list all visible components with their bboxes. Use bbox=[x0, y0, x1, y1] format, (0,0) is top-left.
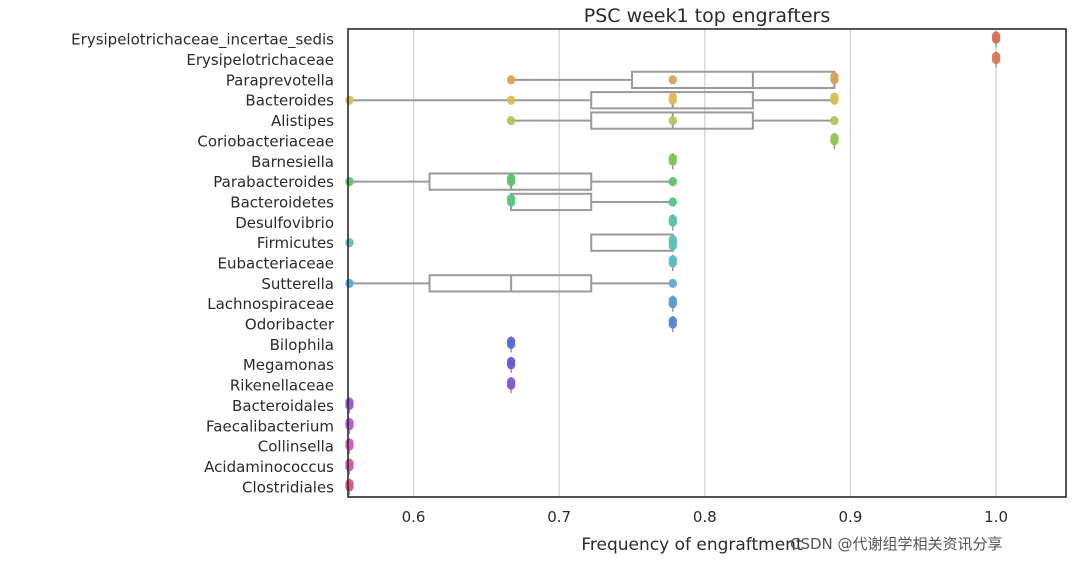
x-tick-label: 0.6 bbox=[402, 508, 426, 526]
data-point bbox=[668, 153, 677, 163]
x-tick-label: 0.9 bbox=[839, 508, 863, 526]
data-point bbox=[830, 115, 839, 126]
x-tick-label: 0.7 bbox=[547, 508, 571, 526]
data-point bbox=[345, 238, 354, 248]
data-point bbox=[345, 438, 354, 448]
data-point bbox=[506, 377, 516, 387]
plot-frame bbox=[347, 28, 1067, 498]
y-tick-label: Bilophila bbox=[270, 336, 334, 354]
x-tick-label: 0.8 bbox=[693, 508, 717, 526]
y-tick-label: Collinsella bbox=[258, 438, 334, 456]
data-point bbox=[345, 278, 354, 288]
data-point bbox=[506, 95, 516, 105]
y-tick-label: Alistipes bbox=[271, 112, 334, 130]
y-tick-label: Sutterella bbox=[261, 275, 334, 293]
data-point bbox=[506, 194, 516, 204]
data-point bbox=[345, 177, 354, 187]
y-tick-label: Rikenellaceae bbox=[230, 377, 334, 395]
box-iqr bbox=[510, 192, 593, 212]
chart-title: PSC week1 top engrafters bbox=[584, 5, 831, 27]
y-tick-label: Odoribacter bbox=[245, 316, 335, 334]
data-point bbox=[668, 177, 677, 187]
data-point bbox=[830, 92, 839, 102]
y-tick-label: Clostridiales bbox=[242, 478, 334, 496]
box-iqr bbox=[590, 233, 674, 252]
y-tick-label: Bacteroidales bbox=[232, 397, 334, 415]
data-point bbox=[668, 241, 677, 251]
data-point bbox=[345, 479, 354, 489]
data-point bbox=[991, 31, 1001, 41]
data-point bbox=[668, 316, 677, 326]
data-point bbox=[668, 92, 677, 102]
y-tick-label: Barnesiella bbox=[251, 153, 334, 171]
data-point bbox=[506, 336, 516, 346]
grid-lines bbox=[412, 29, 997, 497]
y-tick-label: Bacteroidetes bbox=[230, 193, 334, 211]
data-point bbox=[345, 397, 354, 407]
data-point bbox=[668, 295, 677, 306]
data-point bbox=[345, 458, 354, 468]
watermark: CSDN @代谢组学相关资讯分享 bbox=[790, 535, 1003, 553]
data-point bbox=[506, 75, 516, 85]
y-tick-label: Erysipelotrichaceae bbox=[186, 51, 334, 69]
x-tick-labels: 0.6 0.7 0.8 0.9 1.0 bbox=[402, 508, 1008, 526]
data-point bbox=[830, 72, 839, 82]
data-point bbox=[668, 234, 677, 245]
data-point bbox=[345, 417, 354, 428]
y-tick-label: Firmicutes bbox=[257, 234, 334, 252]
y-tick-label: Megamonas bbox=[243, 356, 334, 374]
y-tick-label: Parabacteroides bbox=[213, 173, 334, 191]
y-tick-label: Bacteroides bbox=[245, 92, 334, 110]
data-point bbox=[668, 75, 677, 85]
y-tick-label: Eubacteriaceae bbox=[218, 255, 334, 273]
x-tick-label: 1.0 bbox=[984, 508, 1008, 526]
y-tick-label: Desulfovibrio bbox=[235, 214, 334, 232]
data-point bbox=[668, 197, 677, 207]
y-tick-labels: Erysipelotrichaceae_incertae_sedisErysip… bbox=[71, 31, 335, 497]
data-point bbox=[991, 51, 1001, 61]
y-tick-label: Coriobacteriaceae bbox=[197, 132, 334, 150]
x-axis-label: Frequency of engraftment bbox=[581, 535, 803, 555]
data-point bbox=[830, 133, 839, 143]
data-point bbox=[345, 95, 354, 105]
data-point bbox=[668, 214, 677, 224]
y-tick-label: Faecalibacterium bbox=[206, 417, 334, 435]
y-tick-label: Paraprevotella bbox=[226, 71, 334, 89]
box-iqr bbox=[630, 70, 836, 90]
data-point bbox=[506, 115, 516, 126]
y-tick-label: Lachnospiraceae bbox=[207, 295, 334, 313]
data-point bbox=[668, 278, 677, 288]
y-tick-label: Erysipelotrichaceae_incertae_sedis bbox=[71, 31, 334, 50]
data-point bbox=[506, 356, 516, 367]
data-point bbox=[506, 173, 516, 184]
data-point bbox=[668, 255, 677, 265]
y-tick-label: Acidaminococcus bbox=[204, 458, 334, 476]
data-point bbox=[668, 115, 677, 126]
